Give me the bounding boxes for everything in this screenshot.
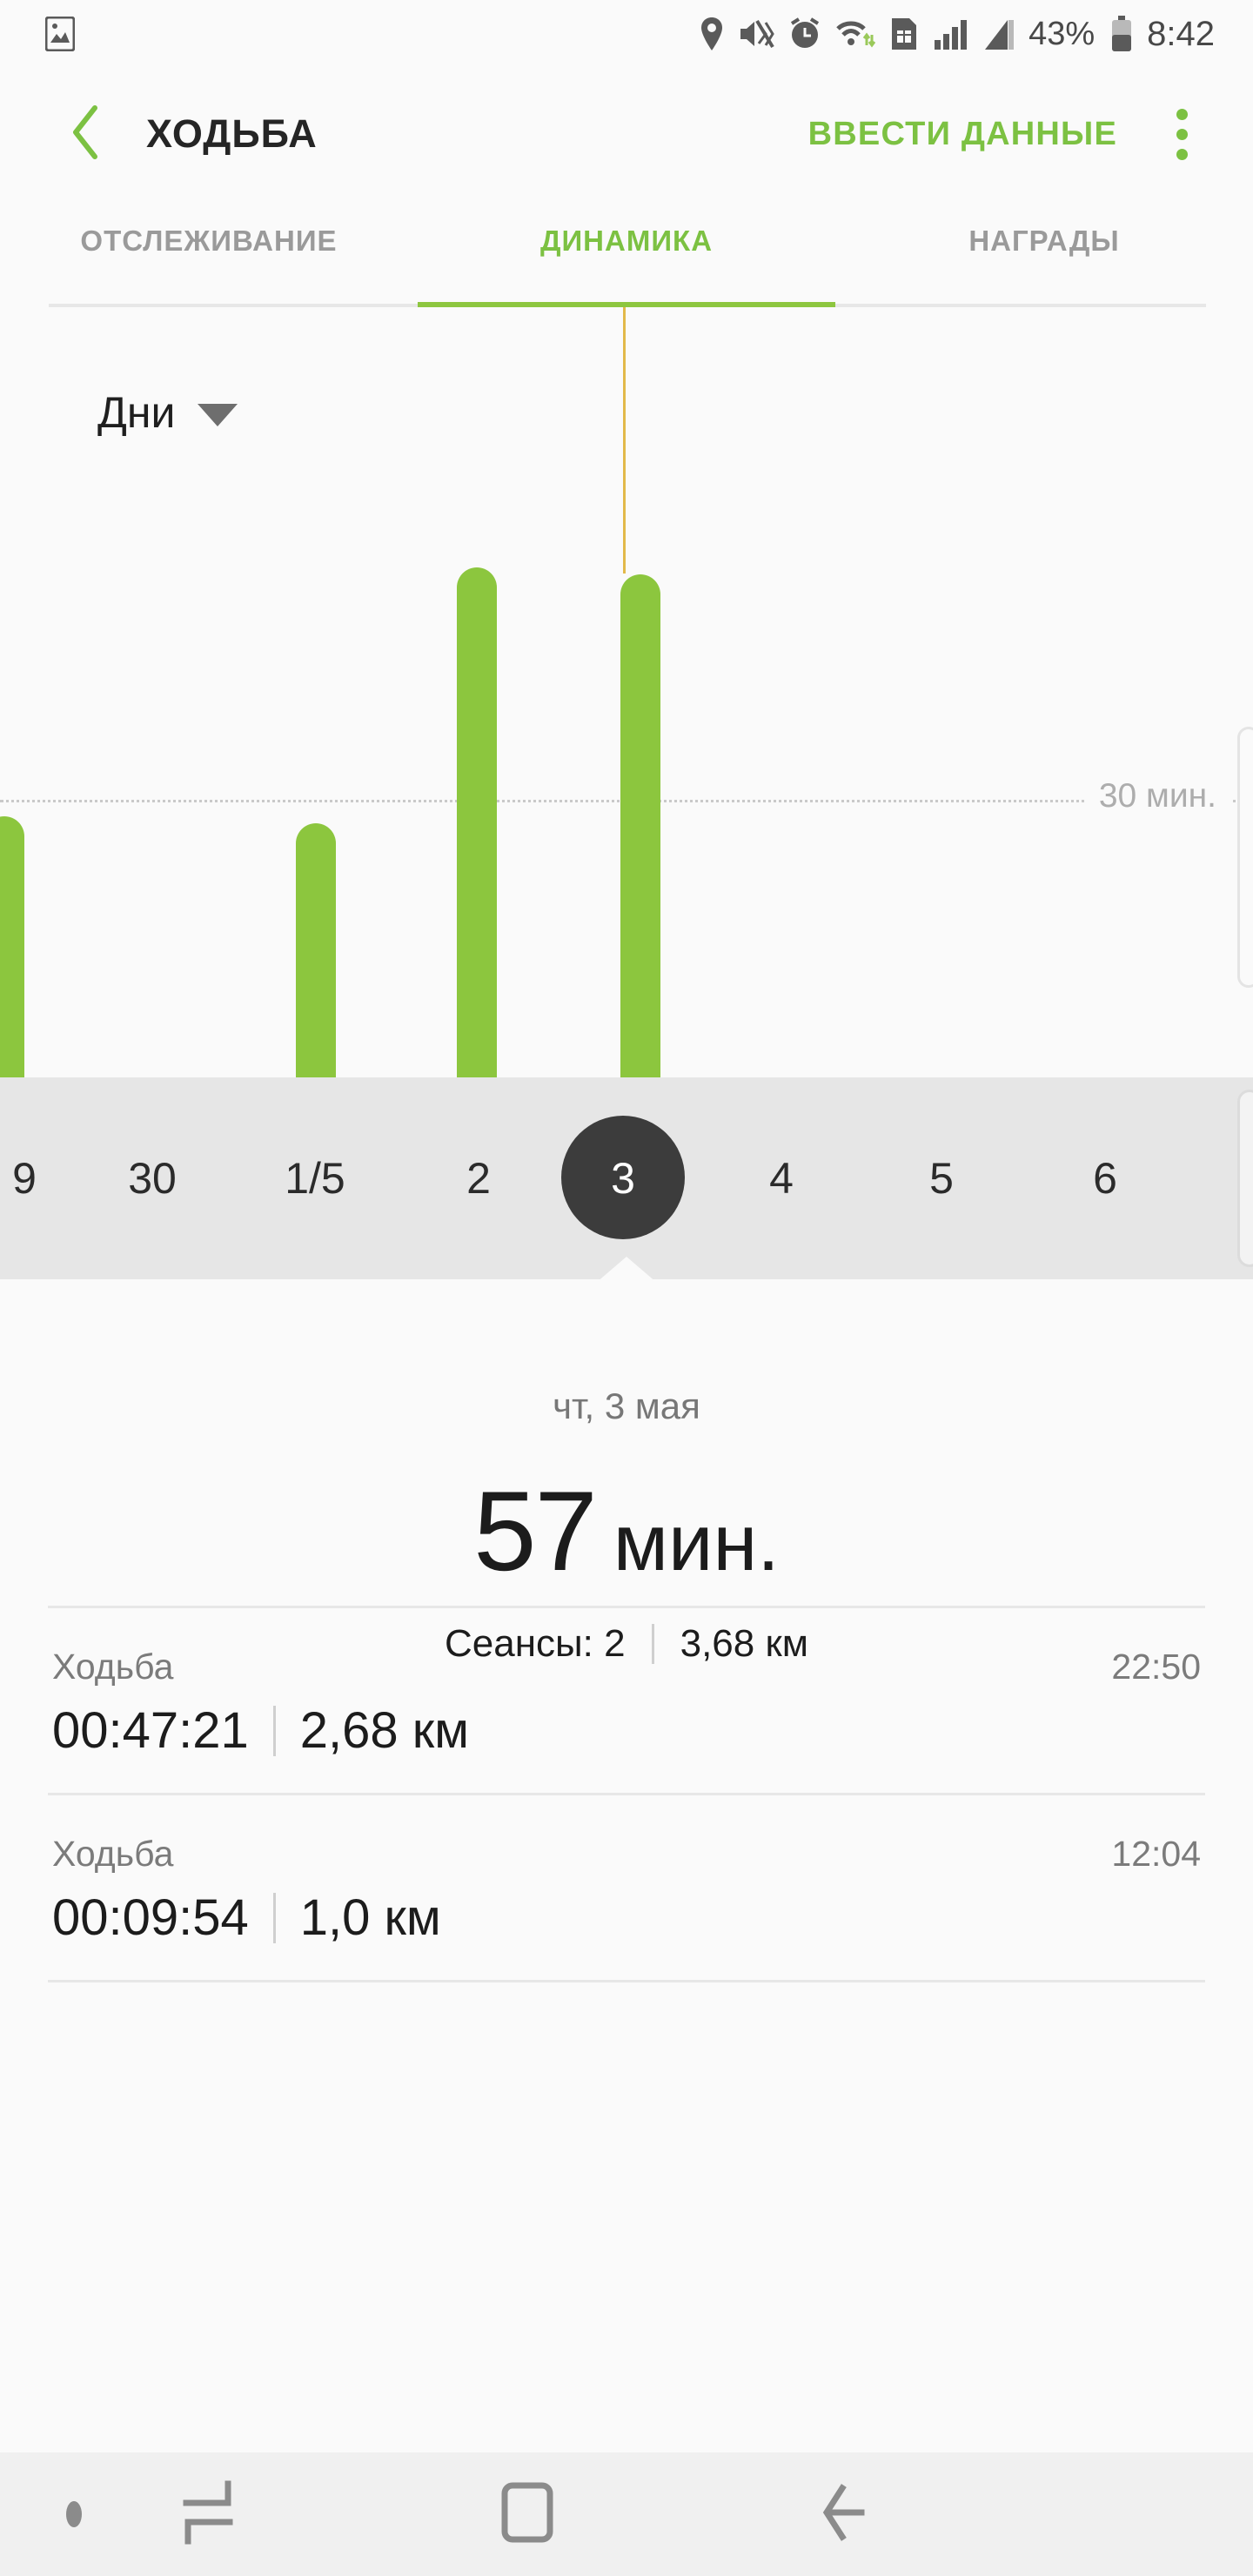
back-button[interactable] bbox=[38, 86, 134, 182]
session-row-header: Ходьба 22:50 bbox=[52, 1647, 1201, 1687]
selected-date-circle bbox=[561, 1116, 685, 1239]
session-distance: 1,0 км bbox=[299, 1889, 441, 1946]
tab-bar: ОТСЛЕЖИВАНИЕ ДИНАМИКА НАГРАДЫ bbox=[0, 200, 1253, 306]
period-selector[interactable]: Дни bbox=[97, 387, 238, 438]
selected-day-indicator-line bbox=[623, 307, 626, 574]
date-scroller-right-edge bbox=[1237, 1090, 1253, 1267]
nav-indicator-dot bbox=[66, 2501, 82, 2527]
summary-total: 57 мин. bbox=[473, 1474, 780, 1587]
summary-subline: Сеансы: 2 3,68 км bbox=[445, 1622, 808, 1666]
session-row-metrics: 00:09:54 1,0 км bbox=[52, 1888, 1201, 1947]
session-duration: 00:47:21 bbox=[52, 1702, 249, 1759]
nav-back-button[interactable] bbox=[816, 2481, 874, 2548]
session-row-header: Ходьба 12:04 bbox=[52, 1834, 1201, 1875]
chevron-down-icon bbox=[198, 404, 238, 426]
session-time: 12:04 bbox=[1111, 1834, 1201, 1874]
date-item-29[interactable]: 9 bbox=[12, 1154, 37, 1203]
back-chevron-icon bbox=[67, 104, 105, 164]
sim-card-icon bbox=[889, 17, 919, 51]
home-icon bbox=[499, 2481, 555, 2548]
recents-button[interactable] bbox=[178, 2479, 238, 2551]
nav-back-icon bbox=[816, 2481, 874, 2548]
session-divider-top bbox=[48, 1606, 1205, 1608]
signal-bars-secondary-icon bbox=[983, 17, 1015, 50]
chart-bar-3[interactable] bbox=[620, 574, 660, 1077]
kebab-dot-1 bbox=[1176, 108, 1188, 120]
system-navigation-bar bbox=[0, 2452, 1253, 2576]
summary-distance: 3,68 км bbox=[680, 1622, 808, 1665]
selected-date-pointer bbox=[596, 1257, 657, 1283]
session-metric-separator bbox=[272, 1892, 276, 1943]
date-item-2[interactable]: 2 bbox=[466, 1154, 491, 1203]
chart-bar-29[interactable] bbox=[0, 816, 24, 1077]
app-bar-actions: ВВЕСТИ ДАННЫЕ bbox=[808, 92, 1253, 176]
kebab-dot-3 bbox=[1176, 148, 1188, 160]
tab-underline-active bbox=[418, 302, 835, 308]
summary-sessions-count: Сеансы: 2 bbox=[445, 1622, 626, 1665]
chart-bars bbox=[0, 307, 1253, 1077]
location-pin-icon bbox=[700, 17, 724, 51]
battery-icon bbox=[1110, 16, 1133, 52]
date-items: 9 30 1/5 2 3 4 5 6 7 bbox=[0, 1077, 1253, 1279]
status-bar: 43% 8:42 bbox=[0, 0, 1253, 68]
tab-dynamics[interactable]: ДИНАМИКА bbox=[539, 225, 714, 257]
signal-bars-icon bbox=[933, 17, 969, 50]
enter-data-button[interactable]: ВВЕСТИ ДАННЫЕ bbox=[807, 115, 1117, 152]
date-item-1-5[interactable]: 1/5 bbox=[285, 1154, 345, 1203]
date-item-3[interactable]: 3 bbox=[611, 1154, 635, 1203]
summary-total-value: 57 bbox=[473, 1467, 598, 1594]
day-summary: чт, 3 мая 57 мин. Сеансы: 2 3,68 км bbox=[0, 1279, 1253, 1666]
date-scroller[interactable]: 9 30 1/5 2 3 4 5 6 7 bbox=[0, 1077, 1253, 1279]
session-divider-middle bbox=[48, 1793, 1205, 1795]
battery-percent-label: 43% bbox=[1029, 15, 1096, 52]
session-row-1[interactable]: Ходьба 22:50 00:47:21 2,68 км bbox=[0, 1608, 1253, 1793]
date-item-30[interactable]: 30 bbox=[128, 1154, 177, 1203]
status-bar-right: 43% 8:42 bbox=[700, 15, 1253, 54]
session-divider-bottom bbox=[48, 1980, 1205, 1982]
date-item-6[interactable]: 6 bbox=[1093, 1154, 1117, 1203]
chart-bar-1-5[interactable] bbox=[296, 823, 336, 1077]
app-bar: ХОДЬБА ВВЕСТИ ДАННЫЕ bbox=[0, 68, 1253, 200]
tab-rewards[interactable]: НАГРАДЫ bbox=[968, 225, 1120, 257]
date-item-4[interactable]: 4 bbox=[769, 1154, 794, 1203]
session-type: Ходьба bbox=[52, 1834, 174, 1874]
period-label: Дни bbox=[97, 388, 176, 437]
chart-bar-2[interactable] bbox=[457, 567, 497, 1077]
chart-area[interactable]: Дни 30 мин. bbox=[0, 307, 1253, 1077]
summary-separator bbox=[651, 1624, 654, 1664]
session-duration: 00:09:54 bbox=[52, 1889, 249, 1946]
session-distance: 2,68 км bbox=[299, 1702, 470, 1759]
status-bar-left bbox=[0, 17, 75, 51]
overflow-menu-icon[interactable] bbox=[1140, 92, 1223, 176]
summary-date: чт, 3 мая bbox=[553, 1385, 700, 1426]
session-type: Ходьба bbox=[52, 1647, 174, 1687]
mute-vibrate-icon bbox=[738, 17, 774, 50]
chart-gridline-label: 30 мин. bbox=[1084, 777, 1230, 815]
home-button[interactable] bbox=[499, 2481, 555, 2548]
session-list: Ходьба 22:50 00:47:21 2,68 км Ходьба 12:… bbox=[0, 1606, 1253, 1982]
alarm-icon bbox=[788, 17, 821, 50]
kebab-dot-2 bbox=[1176, 128, 1188, 140]
recents-icon bbox=[178, 2479, 238, 2551]
image-icon bbox=[45, 17, 75, 51]
session-metric-separator bbox=[272, 1705, 276, 1756]
date-item-5[interactable]: 5 bbox=[929, 1154, 954, 1203]
tab-underline bbox=[0, 302, 1253, 308]
session-row-2[interactable]: Ходьба 12:04 00:09:54 1,0 км bbox=[0, 1795, 1253, 1980]
session-time: 22:50 bbox=[1111, 1647, 1201, 1687]
wifi-icon bbox=[835, 17, 876, 50]
summary-total-unit: мин. bbox=[613, 1499, 780, 1587]
session-row-metrics: 00:47:21 2,68 км bbox=[52, 1701, 1201, 1760]
tab-tracking[interactable]: ОТСЛЕЖИВАНИЕ bbox=[80, 225, 338, 257]
status-bar-clock: 8:42 bbox=[1147, 14, 1215, 53]
chart-right-card-edge bbox=[1237, 727, 1253, 988]
page-title: ХОДЬБА bbox=[146, 111, 318, 156]
